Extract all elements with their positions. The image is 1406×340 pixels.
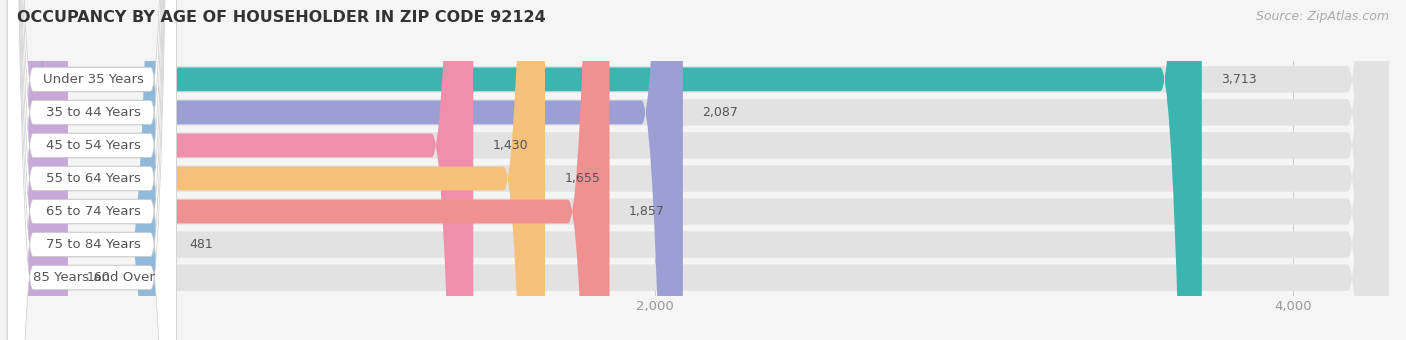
Text: 2,087: 2,087 <box>702 106 738 119</box>
FancyBboxPatch shape <box>7 0 176 340</box>
FancyBboxPatch shape <box>17 0 1202 340</box>
FancyBboxPatch shape <box>17 0 1389 340</box>
Text: OCCUPANCY BY AGE OF HOUSEHOLDER IN ZIP CODE 92124: OCCUPANCY BY AGE OF HOUSEHOLDER IN ZIP C… <box>17 10 546 25</box>
FancyBboxPatch shape <box>17 0 1389 340</box>
FancyBboxPatch shape <box>17 0 546 340</box>
FancyBboxPatch shape <box>17 0 1389 340</box>
FancyBboxPatch shape <box>17 0 609 340</box>
FancyBboxPatch shape <box>17 0 683 340</box>
FancyBboxPatch shape <box>17 0 67 340</box>
Text: 35 to 44 Years: 35 to 44 Years <box>46 106 141 119</box>
FancyBboxPatch shape <box>7 0 176 340</box>
Text: 85 Years and Over: 85 Years and Over <box>32 271 155 284</box>
FancyBboxPatch shape <box>7 0 176 340</box>
FancyBboxPatch shape <box>7 0 176 340</box>
Text: 3,713: 3,713 <box>1220 73 1257 86</box>
FancyBboxPatch shape <box>17 0 474 340</box>
FancyBboxPatch shape <box>17 0 1389 340</box>
Text: Under 35 Years: Under 35 Years <box>44 73 143 86</box>
FancyBboxPatch shape <box>7 0 176 340</box>
Text: 481: 481 <box>190 238 214 251</box>
FancyBboxPatch shape <box>17 0 170 340</box>
Text: 1,655: 1,655 <box>564 172 600 185</box>
FancyBboxPatch shape <box>17 0 1389 340</box>
FancyBboxPatch shape <box>17 0 1389 340</box>
Text: 1,857: 1,857 <box>628 205 665 218</box>
FancyBboxPatch shape <box>7 0 176 340</box>
Text: 55 to 64 Years: 55 to 64 Years <box>46 172 141 185</box>
Text: 160: 160 <box>87 271 111 284</box>
FancyBboxPatch shape <box>7 0 176 340</box>
Text: 65 to 74 Years: 65 to 74 Years <box>46 205 141 218</box>
Text: 1,430: 1,430 <box>492 139 529 152</box>
Text: 75 to 84 Years: 75 to 84 Years <box>46 238 141 251</box>
Text: Source: ZipAtlas.com: Source: ZipAtlas.com <box>1256 10 1389 23</box>
Text: 45 to 54 Years: 45 to 54 Years <box>46 139 141 152</box>
FancyBboxPatch shape <box>17 0 1389 340</box>
